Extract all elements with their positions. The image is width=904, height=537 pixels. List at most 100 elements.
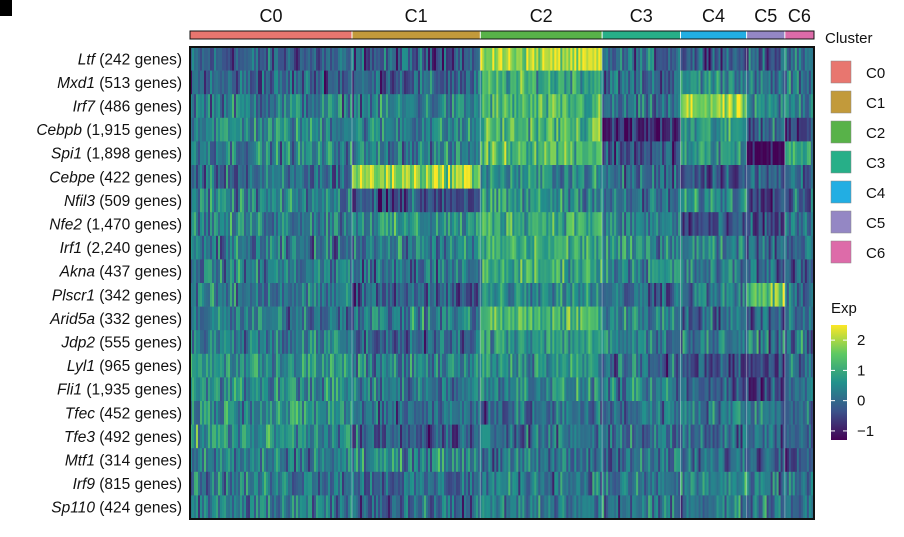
heatmap-cell	[395, 165, 399, 189]
heatmap-cell	[798, 283, 802, 307]
heatmap-cell	[268, 259, 271, 284]
heatmap-cell	[439, 165, 443, 189]
heatmap-cell	[512, 353, 515, 378]
heatmap-cell	[272, 235, 275, 260]
heatmap-cell	[409, 165, 413, 189]
heatmap-cell	[296, 94, 299, 119]
heatmap-cell	[518, 47, 521, 71]
heatmap-cell	[512, 165, 515, 189]
heatmap-cell	[365, 212, 369, 237]
heatmap-cell	[770, 212, 773, 237]
heatmap-cell	[292, 330, 295, 355]
heatmap-cell	[682, 141, 685, 166]
heatmap-cell	[332, 212, 335, 237]
heatmap-cell	[198, 306, 201, 331]
heatmap-cell	[262, 259, 265, 284]
heatmap-cell	[628, 306, 631, 331]
heatmap-cell	[684, 117, 687, 142]
heatmap-cell	[439, 377, 443, 402]
heatmap-cell	[312, 70, 315, 95]
heatmap-cell	[728, 70, 731, 95]
heatmap-cell	[256, 259, 259, 284]
heatmap-cell	[764, 165, 767, 189]
heatmap-cell	[534, 330, 537, 355]
heatmap-cell	[387, 353, 391, 378]
heatmap-cell	[500, 235, 503, 260]
heatmap-cell	[308, 141, 311, 166]
heatmap-cell	[668, 235, 671, 260]
heatmap-cell	[724, 330, 727, 355]
heatmap-cell	[536, 141, 539, 166]
heatmap-cell	[302, 306, 305, 331]
heatmap-cell	[554, 353, 557, 378]
heatmap-cell	[274, 212, 277, 237]
heatmap-cell	[566, 70, 569, 95]
heatmap-cell	[194, 330, 197, 355]
heatmap-cell	[560, 259, 563, 284]
heatmap-cell	[534, 353, 537, 378]
heatmap-cell	[363, 141, 367, 166]
heatmap-cell	[550, 117, 553, 142]
heatmap-cell	[648, 377, 651, 402]
heatmap-cell	[318, 94, 321, 119]
heatmap-cell	[504, 165, 507, 189]
heatmap-cell	[294, 306, 297, 331]
heatmap-cell	[712, 212, 715, 237]
heatmap-cell	[750, 235, 753, 260]
heatmap-cell	[664, 283, 667, 307]
heatmap-cell	[524, 235, 527, 260]
heatmap-cell	[480, 141, 483, 166]
heatmap-cell	[604, 117, 607, 142]
heatmap-cell	[642, 47, 645, 71]
heatmap-cell	[636, 377, 639, 402]
heatmap-cell	[730, 330, 733, 355]
heatmap-cell	[652, 188, 655, 213]
heatmap-cell	[806, 47, 810, 71]
heatmap-cell	[738, 212, 741, 237]
heatmap-cell	[459, 141, 463, 166]
heatmap-cell	[375, 401, 379, 425]
heatmap-cell	[411, 353, 415, 378]
heatmap-cell	[560, 235, 563, 260]
heatmap-cell	[756, 70, 759, 95]
heatmap-cell	[778, 330, 781, 355]
heatmap-cell	[692, 165, 695, 189]
heatmap-cell	[762, 165, 765, 189]
heatmap-cell	[214, 353, 217, 378]
heatmap-cell	[568, 283, 571, 307]
heatmap-cell	[688, 306, 691, 331]
heatmap-cell	[774, 141, 777, 166]
heatmap-cell	[441, 259, 445, 284]
heatmap-cell	[746, 259, 749, 284]
heatmap-cell	[764, 283, 767, 307]
heatmap-cell	[618, 94, 621, 119]
heatmap-cell	[292, 212, 295, 237]
heatmap-cell	[768, 212, 771, 237]
heatmap-cell	[494, 94, 497, 119]
heatmap-cell	[534, 306, 537, 331]
heatmap-cell	[409, 70, 413, 95]
heatmap-cell	[272, 47, 275, 71]
heatmap-cell	[204, 117, 207, 142]
heatmap-cell	[286, 401, 289, 425]
heatmap-cell	[330, 212, 333, 237]
heatmap-cell	[700, 117, 703, 142]
heatmap-cell	[566, 47, 569, 71]
heatmap-cell	[214, 165, 217, 189]
heatmap-cell	[208, 377, 211, 402]
heatmap-cell	[300, 353, 303, 378]
heatmap-cell	[500, 401, 503, 425]
heatmap-cell	[614, 377, 617, 402]
heatmap-cell	[290, 330, 293, 355]
heatmap-cell	[322, 330, 325, 355]
heatmap-cell	[338, 377, 341, 402]
heatmap-cell	[768, 94, 771, 119]
heatmap-cell	[344, 165, 347, 189]
heatmap-cell	[512, 188, 515, 213]
heatmap-cell	[544, 377, 547, 402]
heatmap-cell	[600, 377, 603, 402]
heatmap-cell	[620, 94, 623, 119]
heatmap-cell	[391, 212, 395, 237]
heatmap-cell	[696, 283, 699, 307]
heatmap-cell	[433, 47, 437, 71]
